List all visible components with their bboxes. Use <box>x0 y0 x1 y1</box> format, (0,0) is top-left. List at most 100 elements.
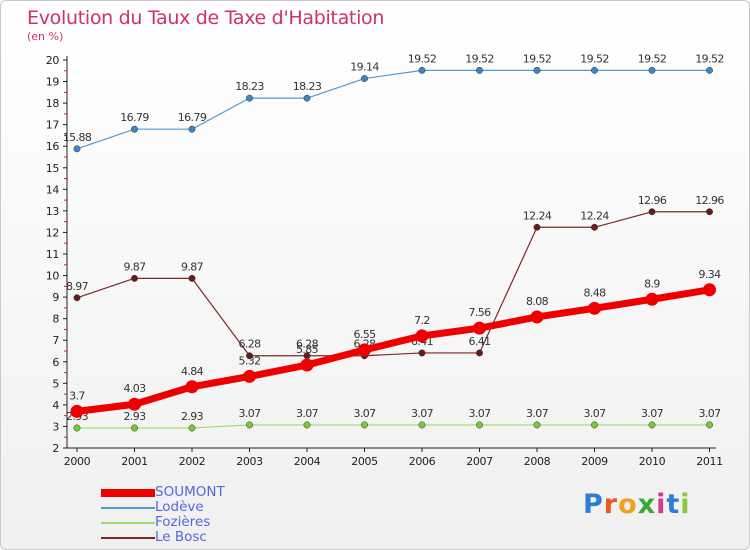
legend-item: Le Bosc <box>101 530 225 545</box>
data-label-fozi-res: 3.07 <box>641 407 664 420</box>
data-label-lod-ve: 19.52 <box>465 52 494 65</box>
data-label-fozi-res: 3.07 <box>238 407 261 420</box>
x-tick-label: 2008 <box>524 455 551 468</box>
series-point-soumont <box>70 404 84 418</box>
x-tick-label: 2000 <box>64 455 91 468</box>
legend-item: SOUMONT <box>101 485 225 500</box>
series-point-fozi-res <box>131 424 138 432</box>
y-tick-label: 7 <box>52 334 59 347</box>
series-point-soumont <box>645 292 659 306</box>
series-point-soumont <box>415 329 429 343</box>
series-point-lod-ve <box>303 94 311 102</box>
series-point-le-bosc <box>591 223 598 231</box>
data-label-soumont: 9.34 <box>698 268 721 281</box>
series-point-soumont <box>358 343 371 357</box>
series-point-fozi-res <box>476 421 483 429</box>
data-label-le-bosc: 9.87 <box>181 260 204 273</box>
legend-label: Lodève <box>155 499 204 515</box>
series-point-soumont <box>530 310 544 324</box>
legend-label: Fozières <box>155 514 211 530</box>
legend-label: Le Bosc <box>155 529 207 545</box>
data-label-fozi-res: 3.07 <box>411 407 434 420</box>
legend-label: SOUMONT <box>155 484 225 500</box>
data-label-lod-ve: 19.52 <box>695 52 724 65</box>
series-point-le-bosc <box>706 208 713 216</box>
legend-item: Fozières <box>101 515 225 530</box>
series-point-fozi-res <box>303 421 311 429</box>
data-label-le-bosc: 9.87 <box>123 260 146 273</box>
data-label-fozi-res: 3.07 <box>526 407 549 420</box>
series-point-le-bosc <box>188 274 196 282</box>
x-tick-label: 2010 <box>639 455 666 468</box>
series-point-le-bosc <box>246 352 253 360</box>
y-tick-label: 11 <box>46 248 59 261</box>
logo-letter: i <box>680 489 691 520</box>
data-label-soumont: 3.7 <box>69 389 85 402</box>
series-point-lod-ve <box>246 94 253 102</box>
x-tick-label: 2007 <box>466 455 493 468</box>
x-tick-label: 2011 <box>696 455 722 468</box>
y-tick-label: 13 <box>46 205 60 218</box>
series-point-soumont <box>185 380 199 394</box>
data-label-le-bosc: 12.96 <box>695 194 724 207</box>
data-label-le-bosc: 12.24 <box>523 209 552 222</box>
y-tick-label: 17 <box>46 119 60 132</box>
data-label-soumont: 8.08 <box>526 295 549 308</box>
chart-title: Evolution du Taux de Taxe d'Habitation <box>27 7 385 29</box>
x-tick-label: 2003 <box>236 455 263 468</box>
data-label-fozi-res: 3.07 <box>296 407 319 420</box>
series-point-lod-ve <box>706 66 713 74</box>
legend-swatch <box>101 488 155 497</box>
data-label-le-bosc: 12.96 <box>638 194 667 207</box>
series-line-lod-ve <box>76 69 711 150</box>
series-point-le-bosc <box>476 349 483 357</box>
series-point-lod-ve <box>418 66 426 74</box>
data-label-lod-ve: 18.23 <box>293 80 322 93</box>
series-point-le-bosc <box>73 294 81 302</box>
data-label-soumont: 4.03 <box>123 382 146 395</box>
series-point-soumont <box>128 397 141 411</box>
logo-letter: P <box>583 489 604 520</box>
y-tick-label: 10 <box>46 270 60 283</box>
series-point-lod-ve <box>533 66 541 74</box>
y-tick-label: 3 <box>52 420 59 433</box>
data-label-soumont: 8.9 <box>644 277 660 290</box>
series-point-soumont <box>473 321 486 335</box>
legend: SOUMONT Lodève Fozières Le Bosc <box>101 485 225 545</box>
data-label-le-bosc: 8.97 <box>66 280 89 293</box>
data-label-le-bosc: 6.28 <box>238 338 261 351</box>
y-tick-label: 5 <box>52 377 59 390</box>
data-label-le-bosc: 6.28 <box>296 338 319 351</box>
series-point-soumont <box>300 358 314 372</box>
x-tick-label: 2006 <box>409 455 436 468</box>
series-point-fozi-res <box>246 421 253 429</box>
y-tick-label: 15 <box>46 162 60 175</box>
series-point-fozi-res <box>648 421 656 429</box>
data-label-fozi-res: 2.93 <box>123 410 146 423</box>
x-tick-label: 2001 <box>121 455 147 468</box>
legend-swatch <box>101 506 155 509</box>
legend-item: Lodève <box>101 500 225 515</box>
series-point-lod-ve <box>73 145 81 153</box>
series-point-lod-ve <box>361 75 368 82</box>
series-point-fozi-res <box>706 421 713 429</box>
x-tick-label: 2005 <box>351 455 378 468</box>
y-tick-label: 19 <box>46 76 60 89</box>
series-point-lod-ve <box>131 125 138 133</box>
y-tick-label: 8 <box>52 313 59 326</box>
logo-letter: r <box>603 489 619 520</box>
data-label-le-bosc: 6.41 <box>468 335 490 348</box>
x-tick-label: 2002 <box>179 455 205 468</box>
y-tick-label: 12 <box>46 226 59 239</box>
series-point-lod-ve <box>648 66 656 74</box>
data-label-lod-ve: 19.52 <box>523 52 552 65</box>
series-point-le-bosc <box>418 349 426 357</box>
data-label-lod-ve: 16.79 <box>178 111 207 124</box>
series-point-lod-ve <box>476 66 483 74</box>
logo-letter: x <box>637 489 657 520</box>
legend-swatch <box>101 521 155 524</box>
series-line-soumont <box>73 286 713 415</box>
data-label-le-bosc: 12.24 <box>580 209 609 222</box>
data-label-lod-ve: 18.23 <box>235 80 264 93</box>
